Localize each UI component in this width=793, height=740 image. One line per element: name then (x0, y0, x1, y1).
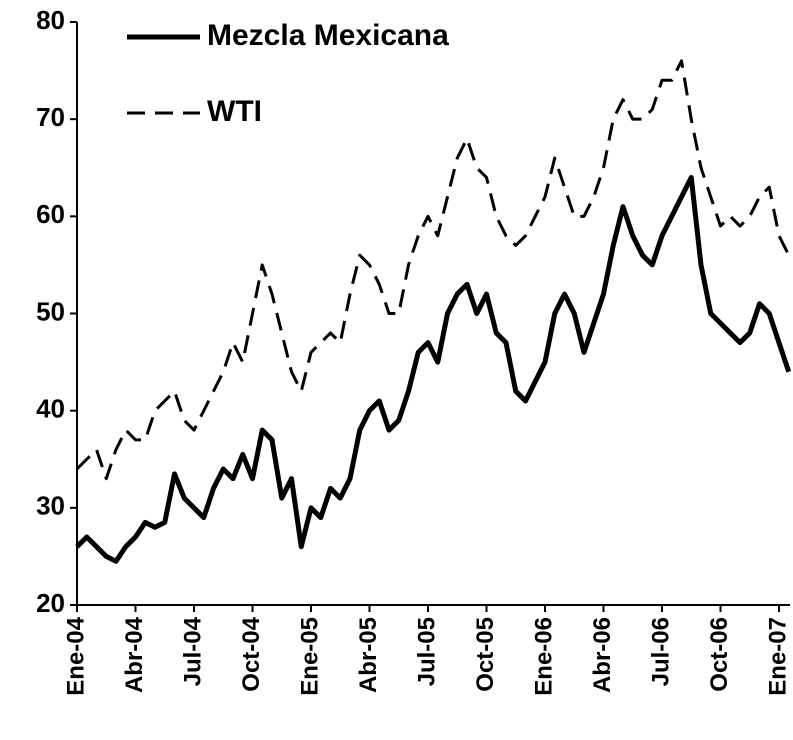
y-tick-label: 20 (36, 588, 65, 618)
series-line (75, 174, 792, 564)
x-tick-label: Abr-04 (121, 616, 148, 693)
x-tick-label: Ene-05 (296, 617, 323, 696)
series-line (75, 59, 791, 481)
x-tick-label: Oct-04 (238, 616, 265, 691)
y-tick-label: 60 (36, 199, 65, 229)
x-tick-label: Jul-05 (413, 617, 440, 686)
x-tick-label: Abr-05 (355, 617, 382, 693)
x-tick-label: Ene-06 (530, 617, 557, 696)
y-tick-label: 40 (36, 394, 65, 424)
legend-label: Mezcla Mexicana (207, 19, 449, 52)
x-tick-label: Abr-06 (589, 617, 616, 693)
legend-label: WTI (207, 95, 262, 128)
y-tick-label: 70 (36, 102, 65, 132)
x-tick-label: Ene-04 (62, 616, 89, 695)
x-tick-label: Jul-06 (647, 617, 674, 686)
y-tick-label: 30 (36, 491, 65, 521)
x-tick-label: Ene-07 (764, 617, 791, 696)
y-tick-label: 80 (36, 5, 65, 35)
x-tick-label: Oct-05 (472, 617, 499, 692)
y-tick-label: 50 (36, 296, 65, 326)
x-tick-label: Oct-06 (706, 617, 733, 692)
x-tick-label: Jul-04 (179, 616, 206, 686)
